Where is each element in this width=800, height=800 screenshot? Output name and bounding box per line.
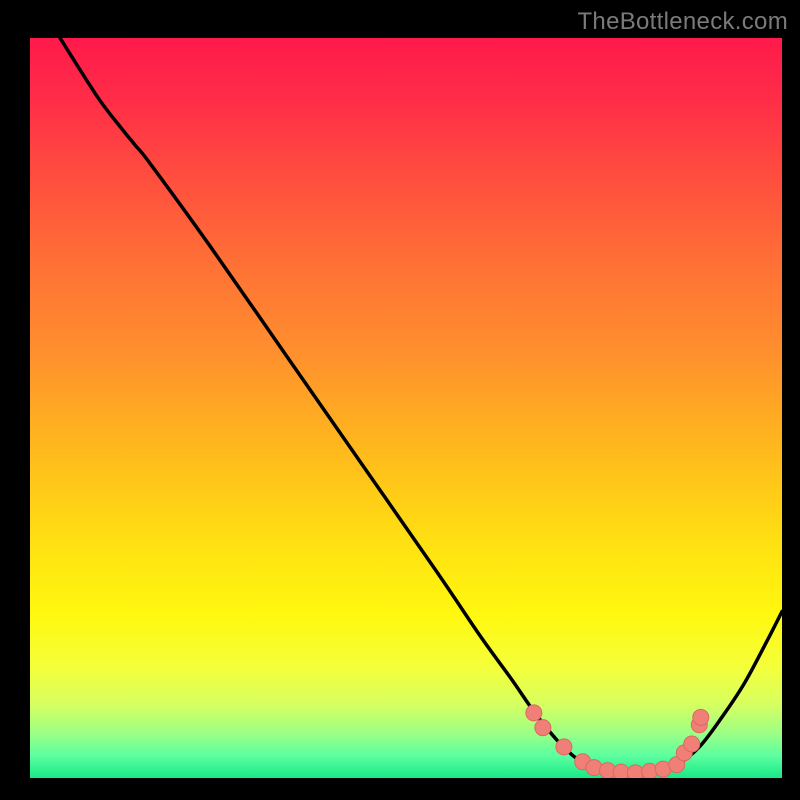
marker-dot	[613, 764, 629, 778]
gradient-background	[30, 38, 782, 778]
marker-dot	[684, 736, 700, 752]
watermark-text: TheBottleneck.com	[577, 8, 788, 36]
plot-area	[30, 38, 782, 778]
marker-dot	[556, 739, 572, 755]
marker-dot	[627, 765, 643, 778]
marker-dot	[535, 720, 551, 736]
plot-svg	[30, 38, 782, 778]
chart-root: { "meta": { "watermark_text": "TheBottle…	[0, 0, 800, 800]
marker-dot	[693, 709, 709, 725]
marker-dot	[526, 705, 542, 721]
